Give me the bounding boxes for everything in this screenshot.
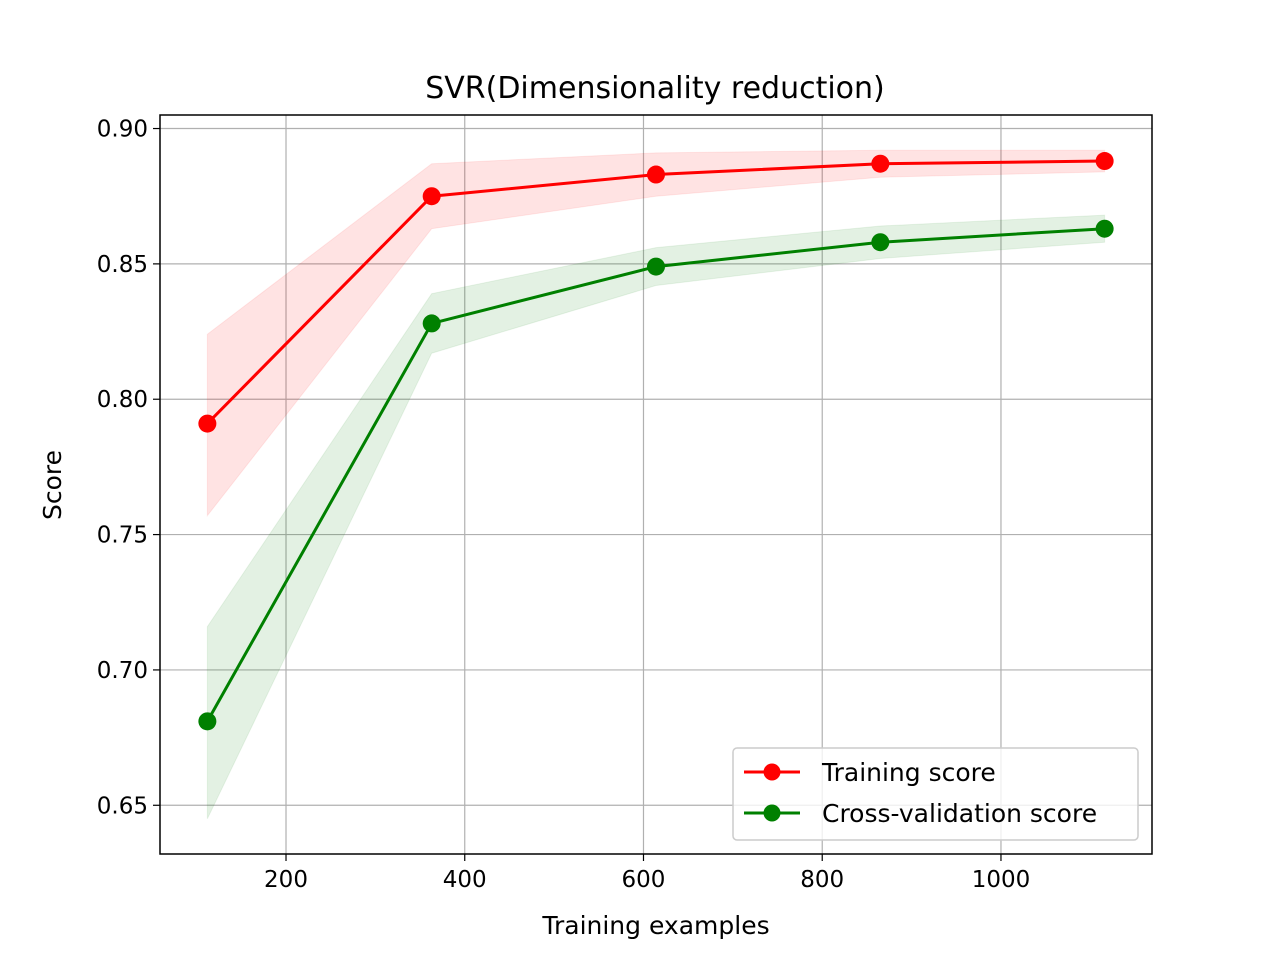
confidence-bands bbox=[206, 149, 1106, 820]
x-tick-label: 600 bbox=[622, 867, 666, 893]
legend-marker-training bbox=[763, 763, 781, 781]
x-tick-label: 1000 bbox=[972, 867, 1031, 893]
cross-validation-score-point bbox=[1095, 219, 1114, 238]
training-score-point bbox=[647, 165, 665, 184]
legend-marker-cross-validation bbox=[763, 804, 781, 822]
y-tick-label: 0.85 bbox=[97, 252, 148, 278]
cross-validation-score-band bbox=[206, 214, 1106, 820]
training-score-point bbox=[198, 414, 217, 433]
legend: Training score Cross-validation score bbox=[732, 747, 1139, 841]
plot-frame bbox=[159, 114, 1153, 855]
legend-label-training: Training score bbox=[821, 758, 996, 787]
legend-label-cross-validation: Cross-validation score bbox=[822, 799, 1097, 828]
training-score-point bbox=[871, 154, 890, 173]
y-tick-label: 0.80 bbox=[97, 387, 148, 413]
chart-title: SVR(Dimensionality reduction) bbox=[425, 71, 885, 106]
x-tick-label: 200 bbox=[264, 867, 308, 893]
x-axis-ticks: 200 400 600 800 1000 bbox=[264, 854, 1030, 893]
training-score-point bbox=[1095, 152, 1114, 171]
x-axis-label: Training examples bbox=[541, 911, 769, 940]
y-axis-label: Score bbox=[38, 450, 67, 520]
y-tick-label: 0.70 bbox=[97, 658, 148, 684]
y-tick-label: 0.75 bbox=[97, 523, 148, 549]
x-tick-label: 800 bbox=[800, 867, 844, 893]
cross-validation-score-point bbox=[647, 257, 665, 276]
y-tick-label: 0.90 bbox=[97, 117, 148, 143]
series-markers bbox=[198, 152, 1114, 731]
cross-validation-score-point bbox=[871, 233, 890, 252]
legend-box bbox=[732, 747, 1139, 841]
training-score-band bbox=[206, 149, 1106, 518]
y-axis-ticks: 0.65 0.70 0.75 0.80 0.85 0.90 bbox=[97, 117, 160, 819]
x-tick-label: 400 bbox=[443, 867, 487, 893]
y-tick-label: 0.65 bbox=[97, 793, 148, 819]
training-score-point bbox=[422, 187, 441, 206]
cross-validation-score-point bbox=[198, 712, 217, 731]
cross-validation-score-point bbox=[422, 314, 441, 333]
